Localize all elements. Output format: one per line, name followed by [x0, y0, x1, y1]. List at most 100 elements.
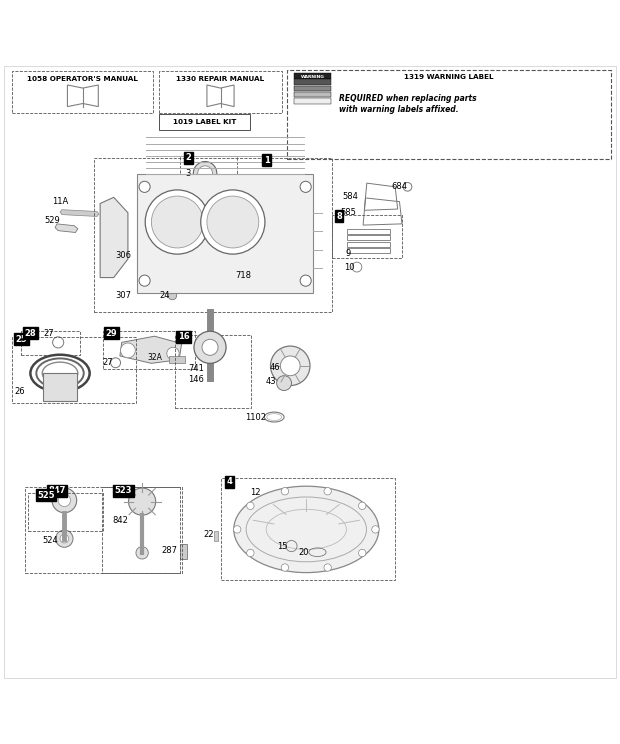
- Text: 26: 26: [15, 387, 25, 397]
- Text: 1330 REPAIR MANUAL: 1330 REPAIR MANUAL: [177, 76, 265, 82]
- Text: 29: 29: [105, 329, 117, 338]
- Bar: [43, 373, 78, 401]
- Polygon shape: [100, 197, 128, 278]
- Bar: [28, 493, 104, 531]
- Bar: [214, 530, 218, 541]
- Bar: [169, 356, 185, 363]
- Circle shape: [56, 530, 73, 548]
- Circle shape: [139, 275, 150, 286]
- Text: 8: 8: [336, 212, 342, 221]
- Circle shape: [136, 547, 148, 559]
- Text: 46: 46: [270, 362, 280, 371]
- Bar: [159, 114, 250, 130]
- Circle shape: [270, 346, 310, 385]
- Text: 525: 525: [37, 491, 55, 500]
- Bar: [137, 175, 313, 293]
- Text: 585: 585: [340, 208, 356, 217]
- Text: 1058 OPERATOR'S MANUAL: 1058 OPERATOR'S MANUAL: [27, 76, 138, 82]
- Circle shape: [168, 291, 177, 300]
- Circle shape: [60, 534, 69, 543]
- Circle shape: [120, 343, 135, 358]
- Bar: [347, 242, 390, 247]
- Bar: [175, 335, 250, 408]
- Circle shape: [247, 502, 254, 510]
- Text: 307: 307: [115, 291, 131, 300]
- Polygon shape: [55, 224, 78, 233]
- Circle shape: [324, 564, 331, 571]
- Circle shape: [300, 275, 311, 286]
- Circle shape: [52, 488, 77, 513]
- Text: 10: 10: [344, 263, 355, 272]
- Bar: [286, 69, 611, 159]
- Circle shape: [193, 161, 217, 185]
- Circle shape: [198, 166, 213, 181]
- Text: 2: 2: [185, 153, 192, 162]
- Bar: [102, 487, 182, 573]
- Text: 847: 847: [48, 486, 66, 495]
- Bar: [159, 71, 282, 113]
- Circle shape: [372, 526, 379, 533]
- Text: 842: 842: [113, 516, 128, 525]
- Bar: [180, 544, 187, 559]
- Circle shape: [139, 182, 150, 193]
- Text: 32A: 32A: [147, 353, 162, 362]
- Bar: [12, 338, 136, 403]
- Text: 741: 741: [188, 365, 204, 373]
- Circle shape: [201, 190, 265, 254]
- Circle shape: [202, 339, 218, 356]
- Circle shape: [247, 549, 254, 557]
- Bar: [21, 331, 80, 355]
- Circle shape: [324, 487, 331, 495]
- Text: 9: 9: [345, 249, 350, 258]
- Circle shape: [194, 331, 226, 363]
- Bar: [180, 156, 237, 187]
- Text: 27: 27: [43, 329, 53, 338]
- Polygon shape: [60, 210, 99, 217]
- Text: 524: 524: [42, 536, 58, 545]
- Bar: [347, 248, 390, 253]
- Text: 25: 25: [16, 335, 27, 344]
- Text: 28: 28: [25, 329, 36, 338]
- Text: 1: 1: [264, 155, 270, 164]
- Circle shape: [277, 376, 291, 391]
- Circle shape: [281, 564, 289, 571]
- Circle shape: [358, 549, 366, 557]
- Text: 12: 12: [250, 488, 261, 497]
- Bar: [12, 71, 153, 113]
- Bar: [332, 214, 402, 258]
- Text: 3: 3: [186, 169, 191, 178]
- Text: 718: 718: [236, 271, 251, 280]
- Text: 1319 WARNING LABEL: 1319 WARNING LABEL: [404, 74, 494, 80]
- Bar: [294, 86, 331, 92]
- Bar: [347, 235, 390, 240]
- Bar: [104, 330, 195, 369]
- Text: 43: 43: [265, 376, 276, 385]
- Bar: [347, 229, 390, 234]
- Text: 15: 15: [277, 542, 288, 551]
- Circle shape: [207, 196, 259, 248]
- Text: 20: 20: [299, 548, 309, 557]
- Text: 306: 306: [115, 251, 131, 260]
- Text: 146: 146: [188, 375, 204, 384]
- Ellipse shape: [234, 486, 379, 573]
- Bar: [294, 98, 331, 103]
- Circle shape: [58, 494, 71, 507]
- Circle shape: [300, 182, 311, 193]
- Circle shape: [281, 487, 289, 495]
- Bar: [294, 80, 331, 85]
- Text: 1019 LABEL KIT: 1019 LABEL KIT: [173, 119, 236, 125]
- Polygon shape: [120, 336, 182, 363]
- Ellipse shape: [197, 347, 223, 360]
- Text: 684: 684: [391, 182, 407, 191]
- Bar: [94, 158, 332, 312]
- Text: 529: 529: [44, 216, 60, 225]
- Text: 27: 27: [102, 359, 113, 368]
- Text: 16: 16: [177, 333, 189, 341]
- Text: 287: 287: [161, 547, 177, 556]
- Text: 24: 24: [160, 291, 171, 300]
- Bar: [25, 487, 180, 573]
- Text: 523: 523: [115, 486, 132, 495]
- Text: 4: 4: [227, 478, 232, 487]
- Circle shape: [167, 347, 179, 359]
- Bar: [294, 73, 331, 79]
